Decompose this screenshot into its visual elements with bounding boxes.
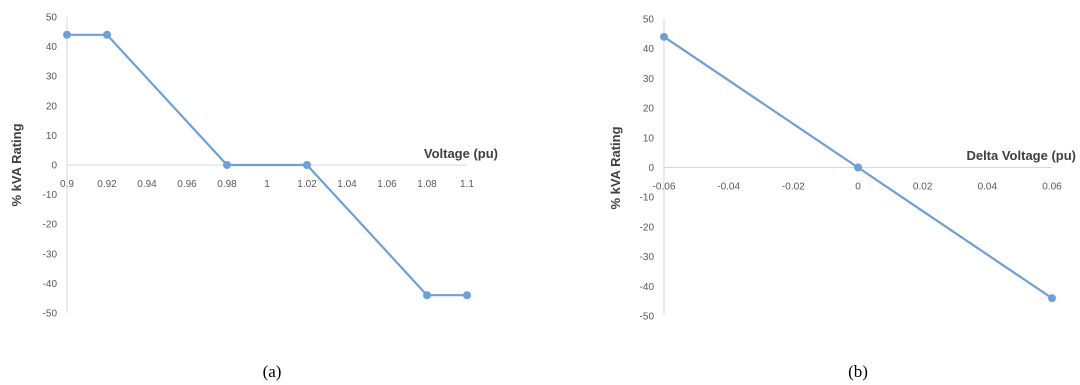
y-tick-label: 50 xyxy=(643,15,655,26)
x-tick-label: 0 xyxy=(855,182,861,193)
x-tick-label: 0.96 xyxy=(177,179,197,190)
chart-a: 50 40 30 20 10 0 -10 -20 -30 -40 -50 0.9 0.92 0.94 0.9… xyxy=(9,13,498,382)
y-tick-label: 20 xyxy=(46,101,58,112)
x-tick-label: 0.06 xyxy=(1042,182,1062,193)
x-tick-label: 1.02 xyxy=(297,179,317,190)
y-tick-label: 10 xyxy=(46,131,58,142)
y-tick-label: 0 xyxy=(648,163,654,174)
y-tick-label: -50 xyxy=(43,309,58,320)
x-tick-label: 1.06 xyxy=(377,179,397,190)
figure-caption: (a) xyxy=(263,362,282,381)
x-axis-title: Delta Voltage (pu) xyxy=(966,148,1076,163)
y-tick-label: 50 xyxy=(46,13,58,24)
y-tick-label: -10 xyxy=(640,193,655,204)
data-point-marker xyxy=(303,161,311,169)
y-tick-label: 30 xyxy=(643,74,655,85)
chart-b: 50 40 30 20 10 0 -10 -20 -30 -40 -50 -0.06 -0.04 -0.0… xyxy=(608,15,1076,382)
x-tick-label: 0.04 xyxy=(978,182,998,193)
y-tick-label: 40 xyxy=(643,44,655,55)
x-tick-label: 1.08 xyxy=(417,179,437,190)
y-tick-label: 20 xyxy=(643,104,655,115)
y-tick-label: -10 xyxy=(43,190,58,201)
x-tick-label: -0.06 xyxy=(653,182,676,193)
x-tick-label: 0.02 xyxy=(913,182,933,193)
y-tick-label: -30 xyxy=(640,252,655,263)
x-tick-label: -0.04 xyxy=(717,182,740,193)
x-tick-label: 1.04 xyxy=(337,179,357,190)
y-axis-title: % kVA Rating xyxy=(9,123,24,206)
x-tick-label: 0.9 xyxy=(60,179,74,190)
data-point-marker xyxy=(63,30,71,39)
data-point-marker xyxy=(1048,294,1056,303)
y-tick-label: 0 xyxy=(51,161,57,172)
y-tick-label: -40 xyxy=(43,279,58,290)
y-tick-label: 30 xyxy=(46,72,58,83)
x-tick-label: -0.02 xyxy=(782,182,805,193)
x-tick-label: 1.1 xyxy=(460,179,474,190)
data-point-marker xyxy=(463,291,471,300)
data-point-marker xyxy=(854,163,862,172)
y-tick-label: -20 xyxy=(43,220,58,231)
figure-caption: (b) xyxy=(848,362,868,381)
y-tick-label: 10 xyxy=(643,133,655,144)
x-tick-label: 1 xyxy=(264,179,270,190)
x-tick-label: 0.92 xyxy=(97,179,117,190)
series-line xyxy=(67,33,467,297)
y-tick-label: -40 xyxy=(640,282,655,293)
data-point-marker xyxy=(660,32,668,41)
x-tick-label: 0.98 xyxy=(217,179,237,190)
data-point-marker xyxy=(223,161,231,169)
y-axis-title: % kVA Rating xyxy=(608,126,623,209)
y-tick-label: -30 xyxy=(43,249,58,260)
data-point-marker xyxy=(103,30,111,39)
y-tick-label: 40 xyxy=(46,42,58,53)
x-axis-title: Voltage (pu) xyxy=(424,146,498,161)
data-point-marker xyxy=(423,291,431,300)
y-tick-label: -20 xyxy=(640,222,655,233)
y-tick-label: -50 xyxy=(640,312,655,323)
x-tick-label: 0.94 xyxy=(137,179,157,190)
